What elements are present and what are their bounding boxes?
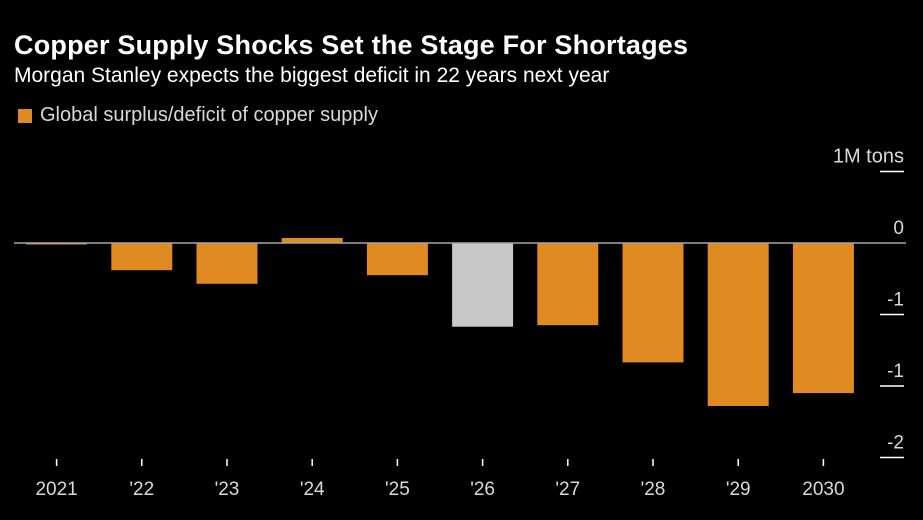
bar-'25	[366, 243, 428, 276]
y-tick-label-1: 0	[893, 218, 904, 239]
x-tick-label-1: '22	[129, 479, 154, 500]
x-tick-label-8: '29	[726, 479, 751, 500]
y-tick-label-2: -1	[887, 290, 904, 311]
legend-swatch	[18, 108, 32, 123]
y-axis: 1M tons 0 -1 -1 -2	[833, 146, 904, 459]
bar-'26	[452, 243, 514, 327]
chart-title: Copper Supply Shocks Set the Stage For S…	[14, 30, 689, 60]
x-tick-label-4: '25	[385, 479, 410, 500]
x-tick-label-7: '28	[641, 479, 666, 500]
x-tick-label-6: '27	[555, 479, 580, 500]
bar-'23	[196, 243, 258, 284]
x-tick-label-5: '26	[470, 479, 495, 500]
bar-2030	[792, 243, 854, 394]
bar-'24	[281, 238, 343, 243]
bar-'29	[707, 243, 769, 406]
bar-'22	[111, 243, 173, 271]
legend-label: Global surplus/deficit of copper supply	[40, 104, 378, 126]
bars-group	[26, 238, 854, 406]
x-tick-label-9: 2030	[802, 479, 844, 500]
x-axis: 2021 '22 '23 '24 '25 '26 '27 '28 '29 2030	[35, 459, 845, 500]
y-tick-label-3: -1	[887, 361, 904, 382]
x-tick-label-3: '24	[300, 479, 325, 500]
x-tick-label-2: '23	[215, 479, 240, 500]
bar-'28	[622, 243, 684, 363]
y-unit-label: 1M tons	[833, 146, 904, 168]
x-tick-label-0: 2021	[35, 479, 77, 500]
bar-'27	[537, 243, 599, 326]
chart-subtitle: Morgan Stanley expects the biggest defic…	[14, 64, 610, 87]
y-tick-label-4: -2	[887, 433, 904, 454]
legend: Global surplus/deficit of copper supply	[18, 104, 378, 127]
